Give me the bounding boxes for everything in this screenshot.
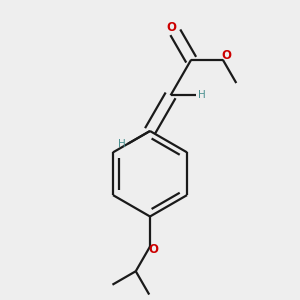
Text: O: O: [167, 21, 176, 34]
Text: O: O: [148, 243, 158, 256]
Text: H: H: [118, 139, 126, 149]
Text: H: H: [198, 90, 206, 100]
Text: O: O: [222, 50, 232, 62]
